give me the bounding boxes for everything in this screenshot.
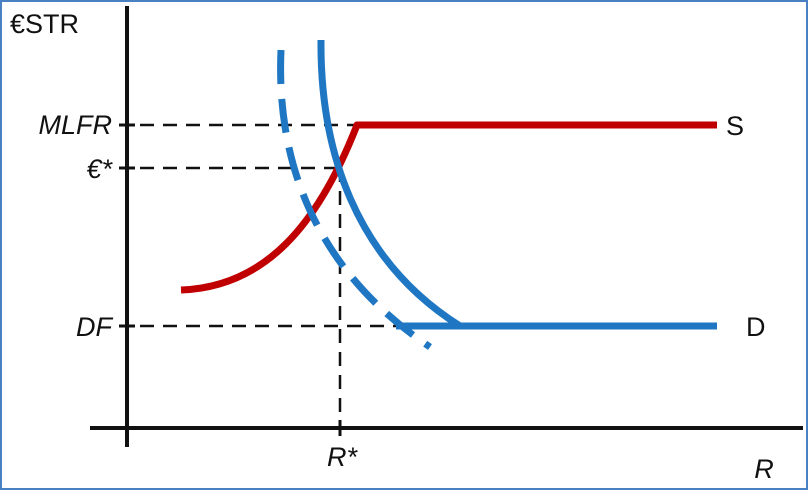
guide-lines	[140, 123, 475, 428]
tick-label-eurostar: €*	[86, 154, 113, 184]
x-axis-label: R	[754, 454, 774, 484]
axes	[90, 6, 803, 447]
tick-label-mlfr: MLFR	[39, 110, 113, 140]
supply-label: S	[726, 111, 744, 141]
demand-curve-shifted	[277, 49, 432, 350]
y-axis-label: €STR	[10, 9, 79, 39]
supply-curve	[180, 121, 717, 294]
tick-label-df: DF	[76, 312, 113, 342]
tick-marks	[119, 123, 342, 436]
demand-label: D	[746, 312, 766, 342]
demand-curve	[317, 39, 717, 330]
tick-label-rstar: R*	[327, 442, 358, 472]
